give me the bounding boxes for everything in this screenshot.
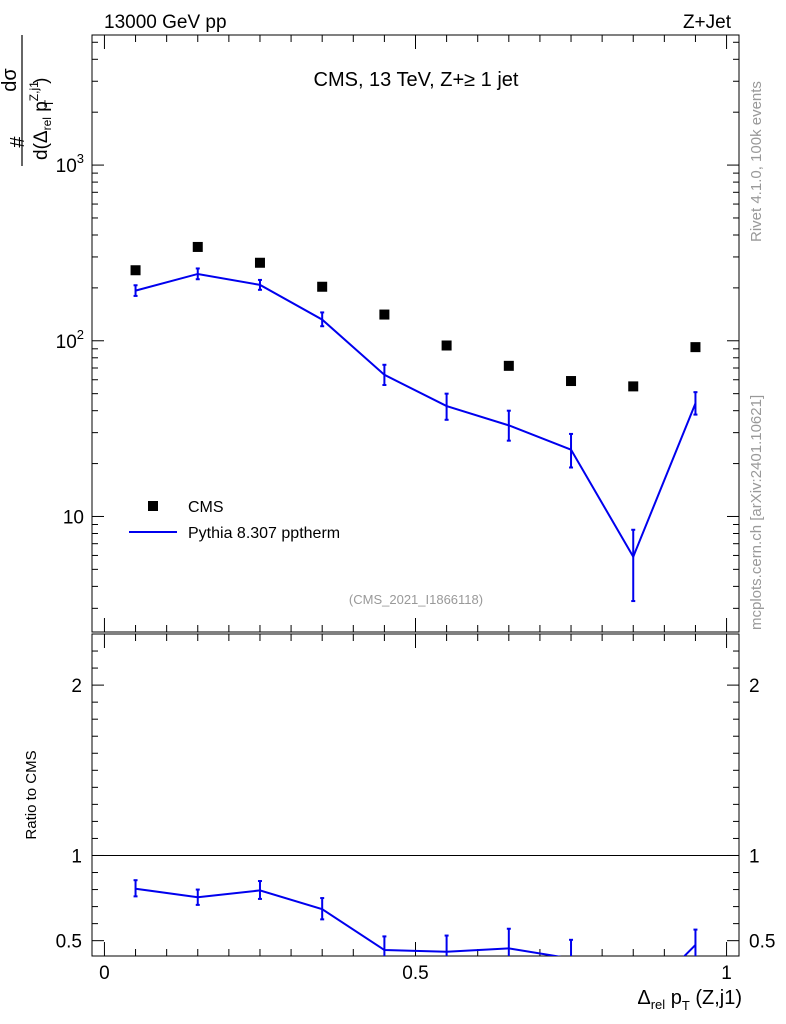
cms-data-point bbox=[317, 281, 328, 292]
main-y-tick-label: 10 bbox=[63, 507, 84, 528]
header-left: 13000 GeV pp bbox=[104, 12, 227, 33]
y-label-hash: # bbox=[7, 136, 29, 148]
cms-data-point bbox=[254, 257, 265, 268]
legend-cms-marker bbox=[148, 501, 158, 511]
legend-pythia-label: Pythia 8.307 pptherm bbox=[188, 525, 340, 542]
main-series-layer bbox=[130, 241, 701, 603]
main-y-axis-label: # dσ d(Δrel pZ,j1T) bbox=[0, 35, 56, 166]
x-tick-label: 0.5 bbox=[402, 963, 428, 984]
ratio-y-axis-label: Ratio to CMS bbox=[23, 750, 40, 839]
analysis-label: (CMS_2021_I1866118) bbox=[349, 592, 483, 607]
x-tick-label: 1 bbox=[721, 963, 732, 984]
main-plot-frame bbox=[91, 34, 740, 633]
x-axis-label: Δrel pT (Z,j1) bbox=[637, 987, 742, 1013]
tick-labels: 10 102 103 0.5 0.5 1 1 2 2 0 0.5 1 bbox=[56, 151, 776, 984]
main-y-tick-label: 103 bbox=[56, 151, 84, 177]
ratio-y-tick-label-right: 0.5 bbox=[749, 932, 775, 953]
ratio-y-tick-label: 0.5 bbox=[56, 932, 82, 953]
ratio-axis-ticks bbox=[92, 633, 739, 956]
ratio-plot-frame bbox=[91, 633, 740, 957]
ratio-series-layer bbox=[92, 854, 739, 956]
cms-data-point bbox=[379, 309, 390, 320]
plot-title: CMS, 13 TeV, Z+≥ 1 jet bbox=[314, 69, 519, 91]
pythia-line bbox=[135, 272, 697, 559]
cms-data-point bbox=[192, 241, 203, 252]
cms-data-point bbox=[690, 342, 701, 353]
main-axis-ticks bbox=[92, 35, 739, 632]
rivet-label: Rivet 4.1.0, 100k events bbox=[748, 81, 765, 242]
ratio-y-tick-label-right: 2 bbox=[749, 676, 760, 697]
cms-data-point bbox=[130, 265, 141, 276]
x-tick-label: 0 bbox=[99, 963, 110, 984]
cms-data-point bbox=[628, 381, 639, 392]
pythia-ratio-line bbox=[135, 887, 697, 956]
ratio-y-tick-label-right: 1 bbox=[749, 846, 760, 867]
legend: CMS Pythia 8.307 pptherm bbox=[129, 499, 340, 542]
main-y-tick-label: 102 bbox=[56, 327, 84, 353]
cms-data-point bbox=[441, 340, 452, 351]
legend-cms-label: CMS bbox=[188, 499, 224, 516]
y-label-denominator: d(Δrel pZ,j1T) bbox=[27, 78, 56, 161]
cms-data-point bbox=[566, 376, 577, 387]
header-right: Z+Jet bbox=[683, 12, 732, 33]
ratio-y-tick-label: 2 bbox=[71, 676, 82, 697]
y-label-numerator: dσ bbox=[0, 68, 21, 92]
cms-data-point bbox=[503, 360, 514, 371]
mcplots-label: mcplots.cern.ch [arXiv:2401.10621] bbox=[748, 395, 765, 630]
ratio-y-tick-label: 1 bbox=[71, 846, 82, 867]
